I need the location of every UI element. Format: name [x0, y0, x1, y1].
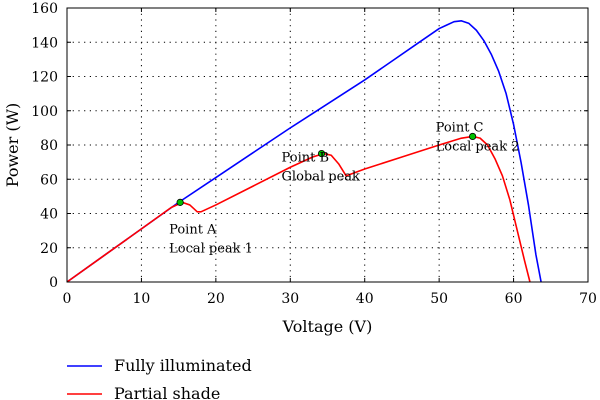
peak-annotation: Point B	[282, 151, 330, 166]
axis-ticks: 0 10 20 30 40 50 60 70 0 20 40 60 80 100 120 140 160	[31, 1, 597, 307]
y-tick-label: 100	[31, 104, 58, 120]
y-tick-label: 160	[31, 1, 58, 17]
peak-annotation: Local peak 1	[169, 241, 253, 256]
y-tick-label: 80	[40, 138, 58, 154]
series-lines	[66, 20, 542, 283]
peak-annotation: Local peak 2	[436, 139, 520, 154]
legend: Fully illuminated Partial shade	[67, 356, 252, 400]
y-tick-label: 40	[40, 207, 58, 223]
peak-annotation: Global peak	[282, 170, 360, 185]
peak-markers: Point A Local peak 1 Point B Global peak Poi…	[169, 120, 519, 256]
x-tick-label: 40	[356, 291, 374, 307]
y-tick-label: 120	[31, 70, 58, 86]
legend-label: Partial shade	[114, 384, 220, 400]
x-tick-label: 10	[133, 291, 151, 307]
peak-annotation: Point A	[169, 222, 217, 237]
x-axis-label: Voltage (V)	[282, 317, 373, 336]
y-tick-label: 0	[49, 275, 58, 291]
x-tick-label: 70	[579, 291, 597, 307]
y-tick-label: 20	[40, 241, 58, 257]
peak-marker	[317, 149, 326, 158]
y-tick-label: 60	[40, 172, 58, 188]
x-tick-label: 0	[63, 291, 72, 307]
peak-annotation: Point C	[436, 120, 484, 135]
y-tick-label: 140	[31, 35, 58, 51]
series-line-fully-illuminated	[66, 20, 542, 283]
peak-marker	[469, 132, 477, 141]
peak-marker	[176, 198, 184, 206]
x-tick-label: 30	[281, 291, 299, 307]
x-tick-label: 20	[207, 291, 225, 307]
series-line-partial-shade	[66, 135, 531, 283]
x-tick-label: 50	[430, 291, 448, 307]
x-tick-label: 60	[505, 291, 523, 307]
legend-label: Fully illuminated	[114, 356, 252, 375]
y-axis-label: Power (W)	[3, 103, 22, 188]
